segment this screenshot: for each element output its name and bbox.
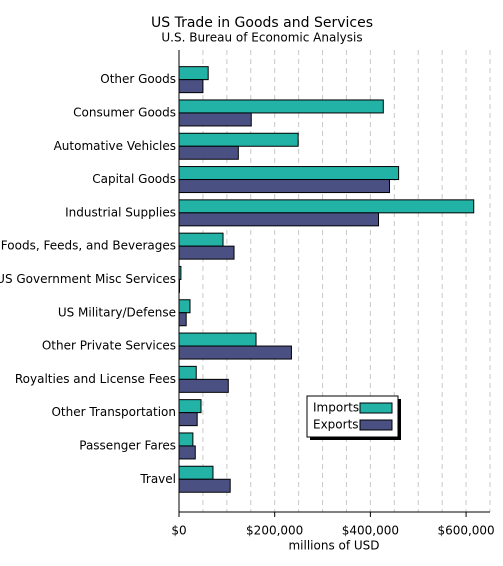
bar bbox=[178, 79, 204, 94]
legend-label: Exports bbox=[313, 418, 359, 432]
legend-swatch bbox=[359, 402, 393, 414]
y-tick-label: Industrial Supplies bbox=[65, 205, 176, 219]
bar bbox=[178, 332, 257, 347]
bar bbox=[178, 99, 384, 114]
bar bbox=[178, 199, 475, 214]
bar bbox=[178, 312, 187, 327]
bar bbox=[178, 445, 196, 460]
y-tick-label: US Government Misc Services bbox=[0, 272, 176, 286]
bar bbox=[178, 212, 380, 227]
bar bbox=[178, 145, 239, 160]
y-tick-label: Other Private Services bbox=[42, 339, 176, 353]
x-tick-label: $0 bbox=[171, 524, 186, 538]
bar bbox=[178, 345, 292, 360]
bar bbox=[178, 299, 191, 314]
bar bbox=[178, 232, 224, 247]
x-axis-label: millions of USD bbox=[288, 539, 379, 553]
legend-label: Imports bbox=[313, 401, 359, 415]
y-tick-label: Passenger Fares bbox=[79, 438, 176, 452]
y-tick-label: Capital Goods bbox=[92, 172, 176, 186]
y-tick-label: Consumer Goods bbox=[73, 105, 176, 119]
bar bbox=[178, 112, 252, 127]
bar bbox=[178, 412, 198, 427]
x-tick-label: $600,000 bbox=[437, 524, 494, 538]
y-tick-label: Automative Vehicles bbox=[54, 139, 176, 153]
y-tick-label: Foods, Feeds, and Beverages bbox=[1, 239, 176, 253]
bar bbox=[178, 166, 400, 181]
bar bbox=[178, 132, 299, 147]
legend-swatch bbox=[359, 419, 393, 431]
y-tick-label: Royalties and License Fees bbox=[15, 372, 176, 386]
y-tick-label: Travel bbox=[139, 472, 176, 486]
bar bbox=[178, 179, 391, 194]
bar bbox=[178, 66, 209, 81]
x-tick-label: $400,000 bbox=[342, 524, 399, 538]
bar bbox=[178, 399, 202, 414]
x-tick-label: $200,000 bbox=[246, 524, 303, 538]
chart-title: US Trade in Goods and Services bbox=[151, 15, 373, 31]
bar bbox=[178, 245, 235, 260]
bar bbox=[178, 465, 214, 480]
chart-subtitle: U.S. Bureau of Economic Analysis bbox=[161, 31, 362, 45]
y-tick-label: Other Transportation bbox=[51, 405, 176, 419]
y-tick-label: Other Goods bbox=[100, 72, 176, 86]
y-tick-label: US Military/Defense bbox=[58, 305, 176, 319]
bar bbox=[178, 365, 197, 380]
bar bbox=[178, 378, 229, 393]
bar bbox=[178, 478, 231, 493]
bar bbox=[178, 432, 194, 447]
bar bbox=[178, 265, 182, 280]
